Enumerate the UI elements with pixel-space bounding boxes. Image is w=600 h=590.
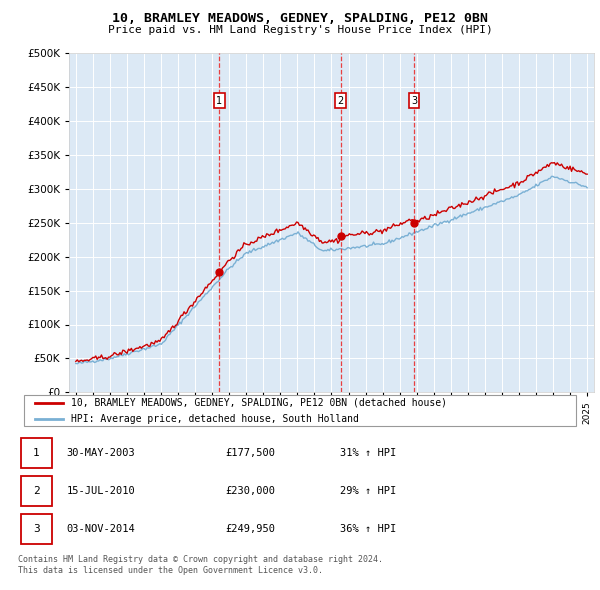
Text: 2: 2 — [33, 486, 40, 496]
Text: £249,950: £249,950 — [225, 524, 275, 534]
Text: 10, BRAMLEY MEADOWS, GEDNEY, SPALDING, PE12 0BN: 10, BRAMLEY MEADOWS, GEDNEY, SPALDING, P… — [112, 12, 488, 25]
Text: 36% ↑ HPI: 36% ↑ HPI — [340, 524, 397, 534]
FancyBboxPatch shape — [24, 395, 576, 426]
FancyBboxPatch shape — [20, 438, 52, 468]
Text: 10, BRAMLEY MEADOWS, GEDNEY, SPALDING, PE12 0BN (detached house): 10, BRAMLEY MEADOWS, GEDNEY, SPALDING, P… — [71, 398, 447, 408]
Text: 2: 2 — [338, 96, 344, 106]
Text: HPI: Average price, detached house, South Holland: HPI: Average price, detached house, Sout… — [71, 414, 359, 424]
Text: 31% ↑ HPI: 31% ↑ HPI — [340, 448, 397, 458]
Text: 30-MAY-2003: 30-MAY-2003 — [67, 448, 136, 458]
Text: £177,500: £177,500 — [225, 448, 275, 458]
Text: 1: 1 — [33, 448, 40, 458]
Text: 15-JUL-2010: 15-JUL-2010 — [67, 486, 136, 496]
Text: This data is licensed under the Open Government Licence v3.0.: This data is licensed under the Open Gov… — [18, 566, 323, 575]
Text: 3: 3 — [411, 96, 417, 106]
FancyBboxPatch shape — [20, 476, 52, 506]
Text: 03-NOV-2014: 03-NOV-2014 — [67, 524, 136, 534]
FancyBboxPatch shape — [20, 514, 52, 544]
Text: 1: 1 — [216, 96, 223, 106]
Text: 3: 3 — [33, 524, 40, 534]
Text: Contains HM Land Registry data © Crown copyright and database right 2024.: Contains HM Land Registry data © Crown c… — [18, 555, 383, 563]
Text: 29% ↑ HPI: 29% ↑ HPI — [340, 486, 397, 496]
Text: £230,000: £230,000 — [225, 486, 275, 496]
Text: Price paid vs. HM Land Registry's House Price Index (HPI): Price paid vs. HM Land Registry's House … — [107, 25, 493, 35]
